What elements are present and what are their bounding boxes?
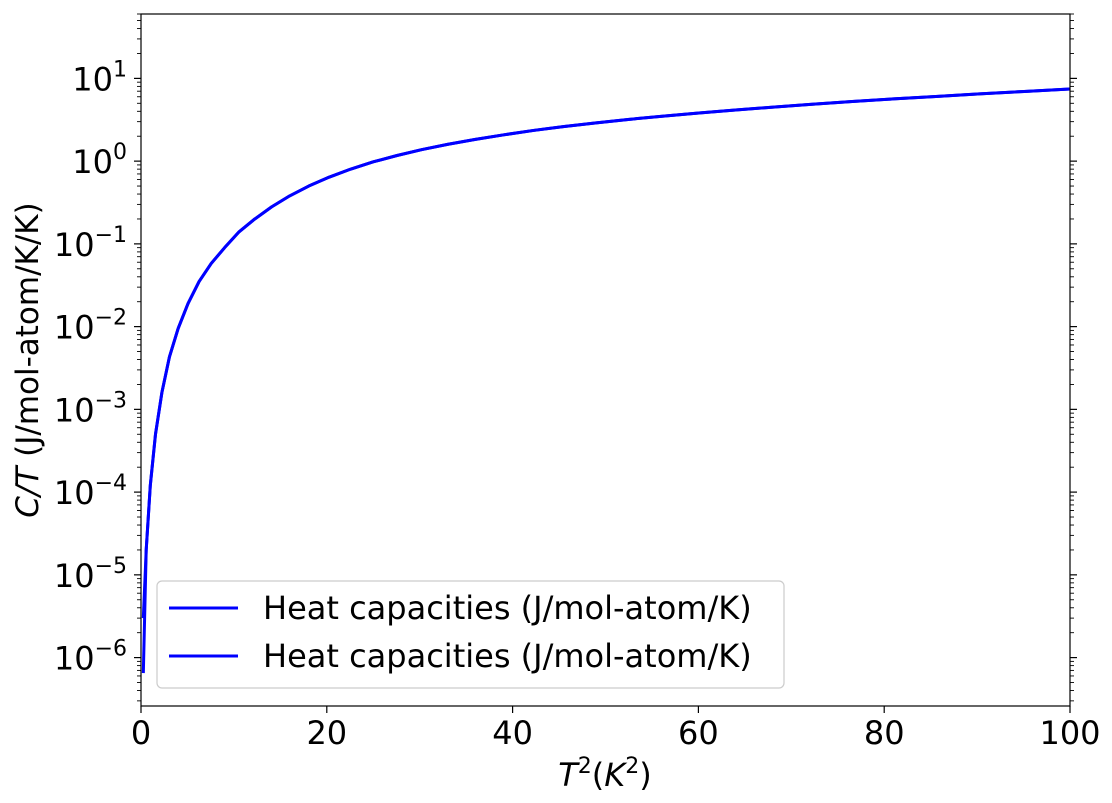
series-group [141, 87, 1070, 674]
x-tick-label: 20 [306, 714, 347, 752]
y-tick-label: 10−6 [54, 637, 127, 678]
plot-frame [140, 13, 1071, 707]
legend: Heat capacities (J/mol-atom/K) Heat capa… [156, 580, 785, 689]
x-tick-label: 0 [131, 714, 151, 752]
x-tick-label: 60 [678, 714, 719, 752]
y-tick-label: 10−2 [54, 306, 127, 347]
series-line-2 [141, 87, 1070, 619]
x-axis: 0 20 40 60 80 100 [131, 706, 1101, 752]
plot-area [140, 13, 1071, 707]
x-tick-label: 40 [492, 714, 533, 752]
legend-label-1: Heat capacities (J/mol-atom/K) [263, 589, 752, 627]
x-tick-label: 80 [864, 714, 905, 752]
x-axis-label: T2(K2) [558, 754, 652, 794]
legend-label-2: Heat capacities (J/mol-atom/K) [263, 637, 752, 675]
legend-box [156, 580, 785, 689]
x-tick-label: 100 [1039, 714, 1100, 752]
y-tick-label: 10−3 [54, 388, 127, 429]
y-tick-label: 101 [72, 57, 127, 98]
y-tick-label: 10−1 [54, 223, 127, 264]
y-tick-label: 10−4 [54, 471, 127, 512]
y-tick-label: 100 [72, 140, 127, 181]
y-tick-label: 10−5 [54, 554, 127, 595]
y-axis-label: C/T (J/mol-atom/K/K) [10, 202, 46, 518]
y-axis: 10−6 10−5 10−4 10−3 10−2 10−1 100 101 [54, 13, 1077, 702]
